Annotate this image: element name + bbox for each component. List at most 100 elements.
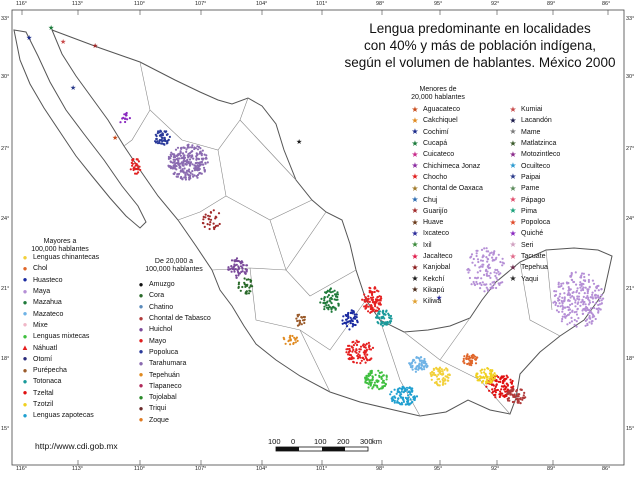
locality-point bbox=[482, 263, 485, 266]
locality-point bbox=[370, 298, 373, 301]
graticule-label: 27° bbox=[626, 146, 635, 152]
legend-item: ● Purépecha bbox=[20, 365, 99, 376]
locality-point bbox=[135, 158, 138, 161]
locality-point bbox=[131, 159, 134, 162]
locality-point bbox=[466, 268, 469, 271]
locality-point bbox=[561, 315, 564, 318]
star-icon: ★ bbox=[411, 206, 419, 216]
locality-point bbox=[372, 296, 375, 299]
locality-point bbox=[436, 368, 439, 371]
star-icon: ★ bbox=[296, 138, 302, 146]
locality-point bbox=[407, 399, 410, 402]
locality-point bbox=[191, 154, 194, 157]
locality-point bbox=[485, 256, 488, 259]
locality-point bbox=[298, 313, 301, 316]
locality-point bbox=[490, 370, 493, 373]
scale-tick-label: 300 bbox=[360, 437, 373, 446]
star-icon: ★ bbox=[509, 149, 517, 159]
graticule-label: 107° bbox=[195, 466, 207, 472]
locality-point bbox=[493, 280, 496, 283]
legend-item-label: Tlapaneco bbox=[149, 382, 182, 390]
locality-point bbox=[377, 369, 380, 372]
star-icon: ★ bbox=[411, 240, 419, 250]
locality-point bbox=[368, 300, 371, 303]
locality-point bbox=[244, 272, 247, 275]
locality-point bbox=[398, 401, 401, 405]
locality-point bbox=[171, 167, 174, 170]
legend-item: ★ Kumiai bbox=[508, 104, 560, 115]
locality-point bbox=[473, 282, 476, 285]
locality-point bbox=[186, 173, 189, 176]
locality-point bbox=[244, 268, 247, 271]
locality-point bbox=[432, 371, 435, 375]
locality-point bbox=[128, 117, 131, 120]
locality-point bbox=[568, 294, 571, 297]
legend-item: ● Huichol bbox=[136, 324, 211, 335]
locality-point bbox=[584, 303, 587, 306]
locality-point bbox=[333, 298, 336, 301]
locality-point bbox=[374, 310, 377, 313]
locality-point bbox=[390, 390, 393, 393]
locality-point bbox=[520, 388, 523, 391]
locality-point bbox=[593, 306, 596, 310]
locality-point bbox=[575, 310, 578, 313]
locality-point bbox=[505, 386, 508, 389]
locality-point bbox=[557, 281, 560, 284]
locality-point bbox=[507, 397, 510, 400]
locality-point bbox=[242, 263, 245, 267]
locality-point bbox=[348, 347, 351, 351]
locality-point bbox=[205, 154, 208, 157]
locality-point bbox=[583, 275, 586, 279]
locality-point bbox=[503, 377, 506, 380]
locality-point bbox=[500, 388, 503, 391]
locality-point bbox=[471, 357, 474, 360]
legend-de20a100: ● Amuzgo ● Cora ● Chatino ● Chontal de Tabasco ●… bbox=[136, 279, 211, 426]
locality-point bbox=[557, 297, 560, 300]
locality-point bbox=[323, 299, 326, 302]
dot-icon: ● bbox=[138, 381, 144, 391]
locality-point bbox=[393, 388, 396, 391]
locality-point bbox=[408, 386, 411, 389]
locality-point bbox=[571, 310, 574, 313]
locality-point bbox=[567, 291, 570, 294]
locality-point bbox=[322, 301, 325, 305]
locality-point bbox=[331, 306, 334, 309]
locality-point bbox=[595, 296, 598, 299]
locality-point bbox=[370, 381, 373, 384]
locality-point bbox=[562, 287, 565, 290]
locality-point bbox=[483, 368, 486, 371]
locality-point bbox=[475, 254, 478, 258]
locality-point bbox=[499, 272, 502, 275]
locality-point bbox=[409, 365, 412, 369]
star-icon: ★ bbox=[411, 195, 419, 205]
locality-point bbox=[209, 218, 213, 221]
locality-point bbox=[164, 139, 167, 143]
locality-point bbox=[591, 296, 594, 299]
locality-point bbox=[502, 262, 505, 265]
locality-points: ★★ ★★★★★★ bbox=[26, 24, 605, 406]
locality-point bbox=[131, 164, 134, 167]
legend-item-label: Chontal de Tabasco bbox=[149, 315, 211, 323]
legend-item-label: Pame bbox=[521, 185, 540, 193]
source-url[interactable]: http://www.cdi.gob.mx bbox=[35, 441, 118, 451]
locality-point bbox=[594, 293, 598, 297]
locality-point bbox=[342, 315, 345, 318]
locality-point bbox=[422, 361, 425, 364]
locality-point bbox=[370, 292, 374, 295]
locality-point bbox=[385, 310, 388, 313]
scale-unit: km bbox=[372, 437, 382, 446]
locality-point bbox=[575, 320, 578, 323]
locality-point bbox=[183, 176, 186, 179]
locality-point bbox=[561, 304, 564, 307]
locality-point bbox=[499, 390, 502, 393]
legend-item-label: Huichol bbox=[149, 326, 173, 334]
locality-point bbox=[373, 286, 376, 289]
locality-point bbox=[581, 272, 584, 275]
locality-point bbox=[480, 277, 483, 280]
locality-point bbox=[354, 342, 357, 345]
locality-point bbox=[480, 248, 484, 251]
locality-point bbox=[430, 374, 433, 378]
locality-point bbox=[468, 355, 471, 358]
locality-point bbox=[237, 281, 241, 284]
locality-point bbox=[382, 374, 385, 377]
